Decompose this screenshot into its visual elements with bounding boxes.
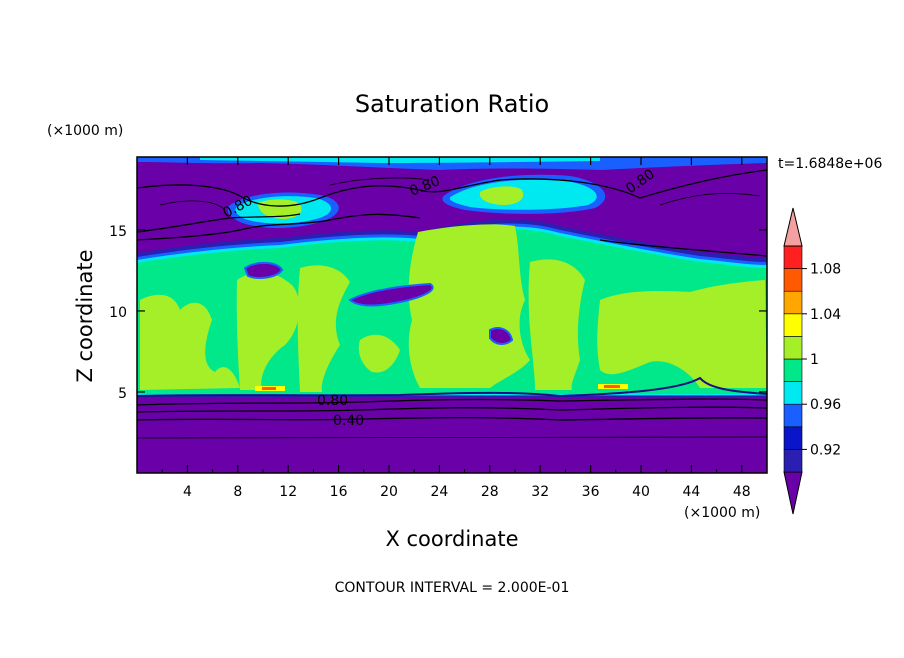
x-tick-label: 48 [733, 484, 751, 500]
dry-intrusion-1 [243, 262, 284, 279]
x-tick-label: 16 [330, 484, 348, 500]
x-tick-label: 24 [430, 484, 448, 500]
dry-intrusion-3 [489, 327, 514, 345]
x-tick-label: 36 [582, 484, 600, 500]
x-tick-label: 4 [183, 484, 192, 500]
colorbar-segment [783, 381, 803, 405]
y-ticks: 5 10 15 [109, 224, 767, 402]
patch-yg-4 [408, 224, 530, 388]
x-axis-title: X coordinate [385, 527, 518, 551]
x-tick-label: 12 [279, 484, 297, 500]
patch-yg-3 [297, 265, 350, 392]
y-units-label: (×1000 m) [47, 123, 123, 139]
contour-interval: CONTOUR INTERVAL = 2.000E-01 [335, 580, 570, 596]
patch-yg-1 [140, 294, 240, 390]
colorbar: 0.92 0.96 1 1.04 1.08 [783, 207, 841, 515]
colorbar-segment [783, 336, 803, 360]
y-tick-label: 10 [109, 305, 127, 321]
x-units-label: (×1000 m) [684, 505, 760, 521]
x-tick-label: 40 [632, 484, 650, 500]
colorbar-segment [783, 358, 803, 382]
colorbar-segment [783, 245, 803, 269]
colorbar-segment [783, 313, 803, 337]
chart-title: Saturation Ratio [355, 90, 549, 118]
lower-layer [137, 400, 767, 473]
colorbar-label: 1.04 [810, 307, 841, 323]
x-ticks: 4 8 12 16 20 24 28 32 36 40 44 48 [161, 157, 751, 500]
x-tick-label: 44 [682, 484, 700, 500]
upper-lens-2-cyan [449, 179, 597, 210]
cloud-base-boundary [137, 376, 767, 398]
colorbar-segment [783, 403, 803, 428]
colorbar-segment [783, 449, 803, 473]
patch-yg-2 [236, 272, 300, 390]
colorbar-label: 1.08 [810, 262, 841, 278]
y-tick-label: 15 [109, 224, 127, 240]
y-tick-label: 5 [118, 386, 127, 402]
colorbar-label: 0.96 [810, 397, 841, 413]
colorbar-segment [783, 426, 803, 450]
colorbar-min-arrow [783, 471, 803, 515]
colorbar-segment [783, 290, 803, 315]
contour-label: 0.40 [333, 413, 364, 429]
colorbar-segment [783, 268, 803, 292]
contour-label: 0.80 [317, 393, 348, 409]
x-tick-label: 28 [481, 484, 499, 500]
patch-yg-6 [597, 280, 767, 388]
dry-intrusion-2 [348, 282, 434, 307]
colorbar-max-arrow [783, 207, 803, 247]
x-tick-label: 32 [531, 484, 549, 500]
x-tick-label: 20 [380, 484, 398, 500]
colorbar-label: 1 [810, 352, 819, 368]
patch-yg-5 [528, 259, 585, 390]
base-orange-2 [604, 385, 620, 388]
plot-area [137, 157, 767, 473]
colorbar-label: 0.92 [810, 442, 841, 458]
upper-cloud-cyan [200, 157, 600, 163]
upper-lens-1-green [258, 199, 302, 219]
plot-frame [136, 156, 768, 474]
upper-lens-2-green [479, 186, 524, 205]
x-tick-label: 8 [233, 484, 242, 500]
patch-yg-7 [358, 334, 400, 373]
y-axis-title: Z coordinate [73, 249, 97, 382]
base-orange-1 [262, 387, 276, 390]
time-label: t=1.6848e+06 [778, 156, 882, 172]
